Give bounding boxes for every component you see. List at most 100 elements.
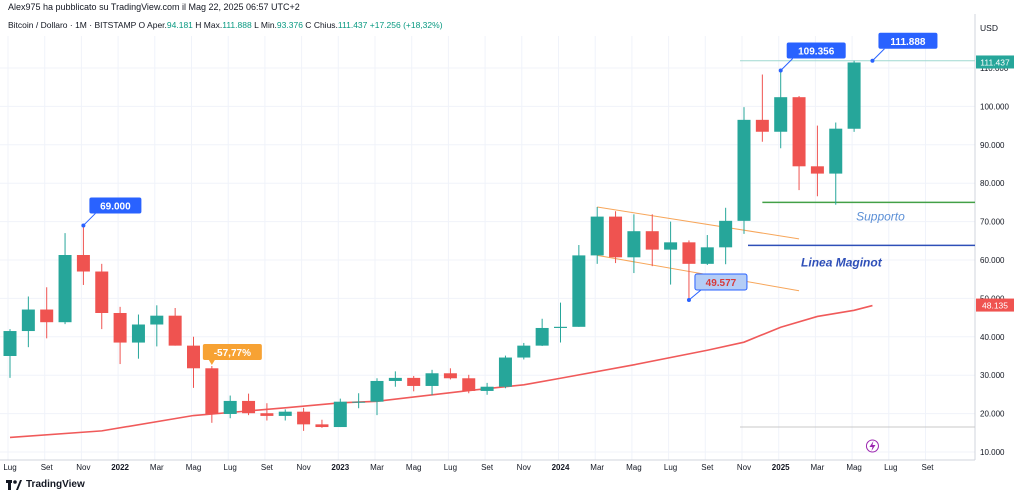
price-callout-label: 49.577 bbox=[706, 278, 737, 289]
candle-down[interactable] bbox=[407, 377, 421, 386]
channel-lower-line[interactable] bbox=[597, 254, 800, 292]
candle-up[interactable] bbox=[590, 216, 604, 256]
candle-down[interactable] bbox=[297, 411, 311, 425]
candle-up[interactable] bbox=[700, 247, 714, 264]
candle-up[interactable] bbox=[664, 242, 678, 250]
candle-up[interactable] bbox=[572, 255, 586, 327]
change-value: +17.256 (+18,32%) bbox=[369, 20, 443, 30]
candle-up[interactable] bbox=[333, 401, 347, 428]
price-tag-label: 111.437 bbox=[980, 57, 1010, 67]
candle-down[interactable] bbox=[682, 242, 696, 264]
callout-pointer bbox=[872, 48, 885, 62]
time-tick-label: Lug bbox=[3, 463, 16, 472]
candle-down[interactable] bbox=[755, 119, 769, 132]
high-value: 111.888 bbox=[222, 20, 252, 30]
callout-arrow bbox=[208, 359, 215, 365]
time-tick-label: 2024 bbox=[552, 463, 570, 472]
candle-up[interactable] bbox=[627, 231, 641, 258]
high-text: Max. bbox=[203, 20, 223, 30]
candle-up[interactable] bbox=[370, 380, 384, 402]
price-tag-label: 48.135 bbox=[982, 301, 1008, 311]
publish-info: Alex975 ha pubblicato su TradingView.com… bbox=[8, 2, 300, 12]
candle-up[interactable] bbox=[352, 401, 366, 403]
candle-up[interactable] bbox=[498, 357, 512, 387]
price-tick-label: 70.000 bbox=[980, 218, 1005, 227]
price-callout-box[interactable] bbox=[694, 273, 748, 291]
time-tick-label: Mag bbox=[406, 463, 422, 472]
time-tick-label: Nov bbox=[517, 463, 531, 472]
candle-down[interactable] bbox=[462, 378, 476, 391]
price-callout-box[interactable] bbox=[202, 343, 262, 360]
price-tag bbox=[976, 55, 1014, 69]
candle-up[interactable] bbox=[774, 97, 788, 132]
time-tick-label: Set bbox=[481, 463, 494, 472]
price-callout-box[interactable] bbox=[786, 42, 846, 59]
candle-down[interactable] bbox=[205, 368, 219, 414]
candle-down[interactable] bbox=[609, 216, 623, 258]
tradingview-brand: TradingView bbox=[26, 479, 85, 490]
currency-label[interactable]: USD bbox=[980, 23, 998, 33]
candle-up[interactable] bbox=[737, 119, 751, 221]
candle-up[interactable] bbox=[21, 309, 35, 332]
candle-down[interactable] bbox=[187, 345, 200, 369]
time-tick-label: 2025 bbox=[772, 463, 790, 472]
price-tick-label: 110.000 bbox=[980, 64, 1009, 73]
price-tick-label: 80.000 bbox=[980, 179, 1005, 188]
candle-down[interactable] bbox=[113, 312, 127, 343]
time-tick-label: Lug bbox=[224, 463, 237, 472]
channel-upper-line[interactable] bbox=[597, 206, 800, 240]
time-tick-label: Mar bbox=[150, 463, 164, 472]
candle-up[interactable] bbox=[719, 220, 733, 248]
candle-up[interactable] bbox=[535, 327, 549, 346]
candle-down[interactable] bbox=[168, 315, 182, 346]
time-tick-label: Mar bbox=[811, 463, 825, 472]
candle-up[interactable] bbox=[388, 377, 402, 381]
candle-down[interactable] bbox=[242, 400, 256, 414]
candle-up[interactable] bbox=[3, 331, 17, 356]
candle-up[interactable] bbox=[554, 326, 567, 328]
time-tick-label: Lug bbox=[444, 463, 457, 472]
candle-up[interactable] bbox=[425, 373, 439, 386]
candle-down[interactable] bbox=[260, 413, 274, 416]
candle-down[interactable] bbox=[792, 97, 806, 167]
candle-up[interactable] bbox=[847, 62, 861, 129]
time-tick-label: Lug bbox=[664, 463, 677, 472]
candle-up[interactable] bbox=[150, 315, 164, 325]
candle-up[interactable] bbox=[517, 345, 531, 358]
low-value: 93.376 bbox=[276, 20, 303, 30]
candle-up[interactable] bbox=[131, 324, 145, 343]
time-tick-label: 2023 bbox=[331, 463, 349, 472]
tradingview-logo: TradingView bbox=[6, 479, 85, 490]
price-callout-box[interactable] bbox=[89, 197, 142, 214]
candle-up[interactable] bbox=[223, 400, 237, 414]
time-tick-label: Set bbox=[701, 463, 714, 472]
candle-up[interactable] bbox=[829, 128, 843, 174]
callout-anchor-dot bbox=[686, 298, 691, 303]
candle-down[interactable] bbox=[95, 271, 109, 313]
candle-down[interactable] bbox=[76, 255, 90, 272]
candle-down[interactable] bbox=[40, 309, 54, 323]
candle-up[interactable] bbox=[278, 411, 292, 416]
bolt-glyph-icon bbox=[869, 441, 876, 451]
candle-down[interactable] bbox=[315, 424, 329, 428]
candle-up[interactable] bbox=[480, 386, 494, 391]
time-tick-label: Mag bbox=[846, 463, 862, 472]
candle-down[interactable] bbox=[443, 373, 457, 379]
candle-down[interactable] bbox=[645, 231, 659, 250]
moving-average-line[interactable] bbox=[9, 304, 873, 439]
time-tick-label: Nov bbox=[737, 463, 751, 472]
candle-down[interactable] bbox=[810, 166, 824, 174]
callout-anchor-dot bbox=[870, 58, 875, 63]
low-label: L bbox=[254, 20, 259, 30]
callout-pointer bbox=[83, 213, 96, 226]
candle-up[interactable] bbox=[58, 255, 72, 323]
close-text: Chius. bbox=[313, 20, 338, 30]
callout-anchor-dot bbox=[81, 223, 86, 228]
time-tick-label: 2022 bbox=[111, 463, 129, 472]
price-callout-box[interactable] bbox=[878, 32, 938, 49]
symbol-label[interactable]: Bitcoin / Dollaro · 1M · BITSTAMP O bbox=[8, 20, 146, 30]
price-callout-label: 109.356 bbox=[798, 46, 835, 57]
maginot-label: Linea Maginot bbox=[801, 255, 883, 269]
